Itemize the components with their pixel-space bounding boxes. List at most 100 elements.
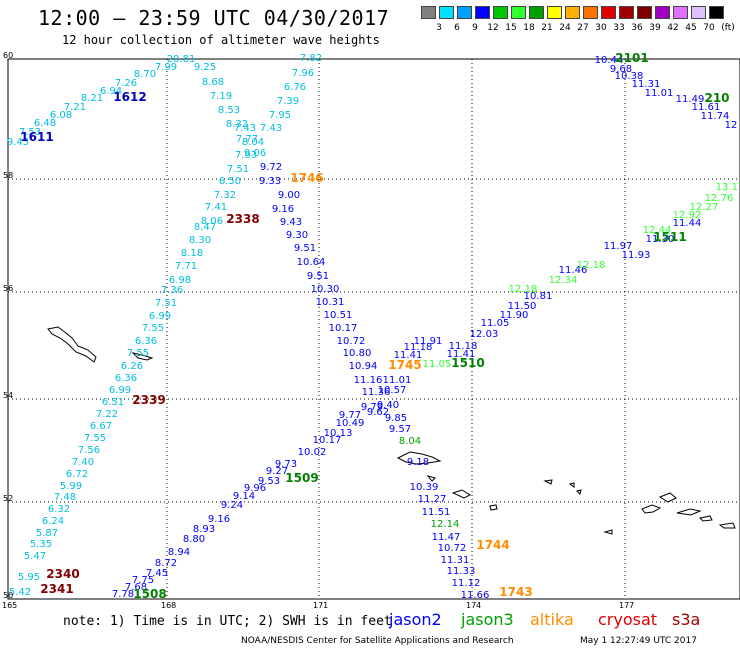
wave-height-value: 7.56	[78, 445, 100, 456]
pass-time-label: 1743	[499, 585, 532, 599]
longitude-label: 165	[2, 601, 18, 610]
wave-height-value: 7.43	[260, 123, 282, 134]
wave-height-value: 6.36	[135, 336, 157, 347]
wave-height-value: 7.51	[227, 164, 249, 175]
wave-height-value: 8.04	[399, 436, 421, 447]
pass-time-label: 1508	[133, 587, 166, 601]
wave-height-value: 11.49	[676, 94, 705, 105]
wave-height-value: 11.18	[404, 342, 433, 353]
wave-height-value: 10.13	[324, 428, 353, 439]
wave-height-value: 12.18	[577, 260, 606, 271]
scale-label: 24	[559, 23, 571, 33]
pass-time-label: 2341	[40, 582, 73, 596]
wave-height-value: 7.36	[161, 285, 183, 296]
wave-height-value: 6.26	[121, 361, 143, 372]
scale-swatch	[547, 6, 562, 19]
wave-height-value: 11.91	[414, 336, 443, 347]
wave-height-value: 8.53	[218, 105, 240, 116]
wave-height-value: 11.41	[447, 349, 476, 360]
wave-height-value: 8.30	[189, 235, 211, 246]
latitude-label: 52	[3, 494, 14, 503]
scale-swatch	[511, 6, 526, 19]
wave-height-value: 8.04	[242, 137, 264, 148]
scale-label: 30	[595, 23, 607, 33]
wave-height-value: 12.14	[431, 519, 460, 530]
wave-height-value: 7.55	[84, 433, 106, 444]
wave-height-value: 6.08	[50, 110, 72, 121]
wave-height-value: 12.92	[673, 210, 702, 221]
scale-label: 27	[577, 23, 589, 33]
island-andreanof-2	[658, 492, 677, 503]
scale-label: 42	[667, 23, 679, 33]
scale-swatch	[637, 6, 652, 19]
wave-height-value: 9.24	[221, 500, 243, 511]
scale-swatch	[421, 6, 436, 19]
wave-height-value: 11.47	[432, 532, 461, 543]
wave-height-value: 7.40	[72, 457, 94, 468]
wave-height-value: 10.02	[298, 447, 327, 458]
longitude-label: 174	[466, 601, 482, 610]
pass-time-label: 1511	[653, 230, 686, 244]
wave-height-value: 8.18	[181, 248, 203, 259]
wave-height-value: 6.76	[284, 82, 306, 93]
wave-height-value: 12.44	[643, 225, 672, 236]
scale-swatch	[439, 6, 454, 19]
scale-swatch	[457, 6, 472, 19]
wave-height-value: 9.51	[294, 243, 316, 254]
wave-height-value: 5.95	[18, 572, 40, 583]
island-small-5	[568, 482, 575, 488]
satellite-name: jason3	[461, 610, 514, 629]
scale-swatch	[475, 6, 490, 19]
scale-swatch	[601, 6, 616, 19]
wave-height-value: 10.38	[615, 71, 644, 82]
wave-height-value: 7.71	[175, 261, 197, 272]
scale-unit: (ft)	[721, 23, 735, 33]
wave-height-value: 10.17	[313, 435, 342, 446]
wave-height-value: 10.49	[336, 418, 365, 429]
wave-height-value: 10.30	[311, 284, 340, 295]
island-small-1	[131, 352, 154, 361]
latitude-label: 60	[3, 51, 14, 60]
wave-height-value: 9.18	[407, 457, 429, 468]
wave-height-value: 9.85	[385, 413, 407, 424]
wave-height-value: 11.05	[423, 359, 452, 370]
wave-height-value: 7.32	[214, 190, 236, 201]
wave-height-value: 7.99	[155, 62, 177, 73]
wave-height-value: 8.68	[202, 77, 224, 88]
wave-height-value: 9.45	[7, 137, 29, 148]
wave-height-value: 11.44	[673, 218, 702, 229]
satellite-name: cryosat	[598, 610, 658, 629]
longitude-label: 177	[619, 601, 635, 610]
wave-height-value: 6.50	[219, 176, 241, 187]
pass-time-label: 2340	[46, 567, 79, 581]
wave-height-value: 7.68	[125, 582, 147, 593]
wave-height-value: 6.99	[109, 385, 131, 396]
pass-time-label: 210	[704, 91, 729, 105]
wave-height-value: 11.30	[646, 234, 675, 245]
altimeter-tracks: 9.457.536.486.087.218.216.947.268.707.99…	[7, 53, 740, 601]
island-small-2	[426, 475, 436, 482]
island-andreanof-4	[698, 515, 713, 522]
wave-height-value: 6.24	[42, 516, 64, 527]
wave-height-value: 8.06	[201, 216, 223, 227]
wave-height-value: 9.73	[275, 459, 297, 470]
scale-swatch	[619, 6, 634, 19]
latitude-label: 54	[3, 391, 14, 400]
wave-height-value: 9.16	[272, 204, 294, 215]
wave-height-value: 8.72	[155, 558, 177, 569]
scale-label: 18	[523, 23, 535, 33]
wave-height-value: 11.31	[441, 555, 470, 566]
wave-height-value: 7.19	[210, 91, 232, 102]
wave-height-value: 8.93	[193, 524, 215, 535]
scale-swatch	[691, 6, 706, 19]
wave-height-value: 11.61	[692, 102, 721, 113]
credit-text: NOAA/NESDIS Center for Satellite Applica…	[241, 636, 514, 646]
map-subtitle: 12 hour collection of altimeter wave hei…	[62, 33, 380, 47]
wave-height-value: 11.46	[559, 265, 588, 276]
wave-height-value: 6.51	[102, 397, 124, 408]
wave-height-value: 5.99	[60, 481, 82, 492]
wave-height-value: 7.21	[64, 102, 86, 113]
wave-height-value: 7.77	[236, 134, 258, 145]
wave-height-value: 12	[725, 120, 738, 131]
wave-height-value: 10.80	[343, 348, 372, 359]
